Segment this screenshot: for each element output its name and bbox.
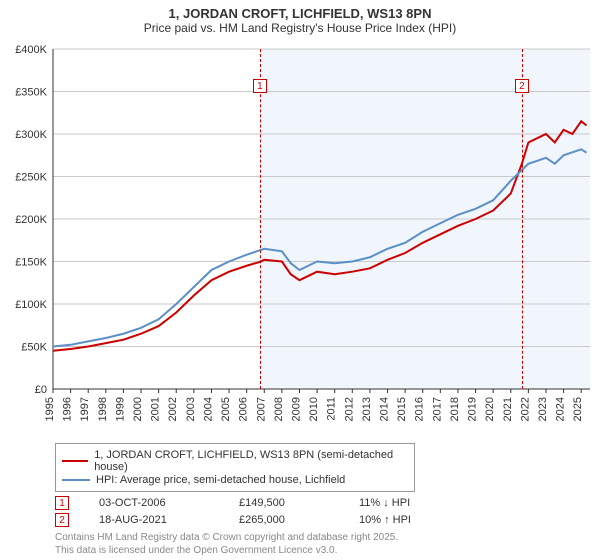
svg-text:2014: 2014 [379, 397, 391, 421]
transaction-marker: 2 [55, 513, 69, 527]
marker-vline-1 [260, 49, 261, 389]
svg-text:2001: 2001 [150, 397, 162, 421]
footer-copyright: Contains HM Land Registry data © Crown c… [55, 531, 590, 544]
svg-text:2012: 2012 [343, 397, 355, 421]
chart-title: 1, JORDAN CROFT, LICHFIELD, WS13 8PN [0, 0, 600, 21]
transaction-date: 18-AUG-2021 [99, 514, 209, 526]
svg-text:2011: 2011 [326, 397, 338, 421]
svg-text:2023: 2023 [537, 397, 549, 421]
svg-text:£400K: £400K [15, 44, 47, 56]
svg-text:2020: 2020 [484, 397, 496, 421]
svg-text:2007: 2007 [255, 397, 267, 421]
transaction-row: 2 18-AUG-2021 £265,000 10% ↑ HPI [55, 513, 590, 527]
svg-text:2005: 2005 [220, 397, 232, 421]
svg-text:1998: 1998 [97, 397, 109, 421]
svg-text:2006: 2006 [238, 397, 250, 421]
transaction-marker: 1 [55, 496, 69, 510]
svg-text:£50K: £50K [21, 342, 47, 354]
svg-text:2021: 2021 [502, 397, 514, 421]
transaction-delta: 11% ↓ HPI [359, 497, 410, 509]
legend-item: 1, JORDAN CROFT, LICHFIELD, WS13 8PN (se… [62, 449, 408, 473]
chart-area: £0 £50K £100K £150K £200K £250K £300K £350K £400… [5, 39, 595, 439]
transaction-price: £149,500 [239, 497, 329, 509]
svg-text:£300K: £300K [15, 129, 47, 141]
svg-text:£0: £0 [35, 384, 47, 396]
transaction-price: £265,000 [239, 514, 329, 526]
transaction-date: 03-OCT-2006 [99, 497, 209, 509]
svg-text:2017: 2017 [431, 397, 443, 421]
svg-text:1999: 1999 [114, 397, 126, 421]
svg-text:2009: 2009 [290, 397, 302, 421]
legend-item: HPI: Average price, semi-detached house,… [62, 474, 408, 486]
svg-text:£350K: £350K [15, 87, 47, 99]
svg-text:1997: 1997 [79, 397, 91, 421]
chart-marker-2: 2 [515, 79, 529, 93]
svg-text:£150K: £150K [15, 257, 47, 269]
chart-subtitle: Price paid vs. HM Land Registry's House … [0, 21, 600, 39]
legend-label: HPI: Average price, semi-detached house,… [96, 474, 345, 486]
svg-text:£250K: £250K [15, 172, 47, 184]
marker-vline-2 [522, 49, 523, 389]
line-chart-svg: £0 £50K £100K £150K £200K £250K £300K £350K £400… [5, 39, 595, 439]
svg-text:2013: 2013 [361, 397, 373, 421]
chart-marker-1: 1 [253, 79, 267, 93]
svg-text:2000: 2000 [132, 397, 144, 421]
transaction-row: 1 03-OCT-2006 £149,500 11% ↓ HPI [55, 496, 590, 510]
svg-text:1995: 1995 [44, 397, 56, 421]
svg-text:2019: 2019 [467, 397, 479, 421]
svg-text:2022: 2022 [519, 397, 531, 421]
svg-text:2016: 2016 [414, 397, 426, 421]
svg-text:2018: 2018 [449, 397, 461, 421]
legend: 1, JORDAN CROFT, LICHFIELD, WS13 8PN (se… [55, 443, 415, 492]
legend-label: 1, JORDAN CROFT, LICHFIELD, WS13 8PN (se… [94, 449, 408, 473]
transaction-delta: 10% ↑ HPI [359, 514, 411, 526]
svg-text:1996: 1996 [62, 397, 74, 421]
svg-text:2004: 2004 [202, 397, 214, 421]
footer: Contains HM Land Registry data © Crown c… [55, 531, 590, 557]
svg-text:2003: 2003 [185, 397, 197, 421]
svg-text:2024: 2024 [555, 397, 567, 421]
svg-text:2015: 2015 [396, 397, 408, 421]
legend-swatch [62, 479, 90, 481]
svg-text:2010: 2010 [308, 397, 320, 421]
svg-text:£200K: £200K [15, 214, 47, 226]
legend-swatch [62, 460, 88, 462]
svg-text:2002: 2002 [167, 397, 179, 421]
svg-text:2008: 2008 [273, 397, 285, 421]
footer-licence: This data is licensed under the Open Gov… [55, 544, 590, 557]
transactions-table: 1 03-OCT-2006 £149,500 11% ↓ HPI 2 18-AUG-202… [55, 496, 590, 527]
svg-text:£100K: £100K [15, 299, 47, 311]
svg-text:2025: 2025 [572, 397, 584, 421]
